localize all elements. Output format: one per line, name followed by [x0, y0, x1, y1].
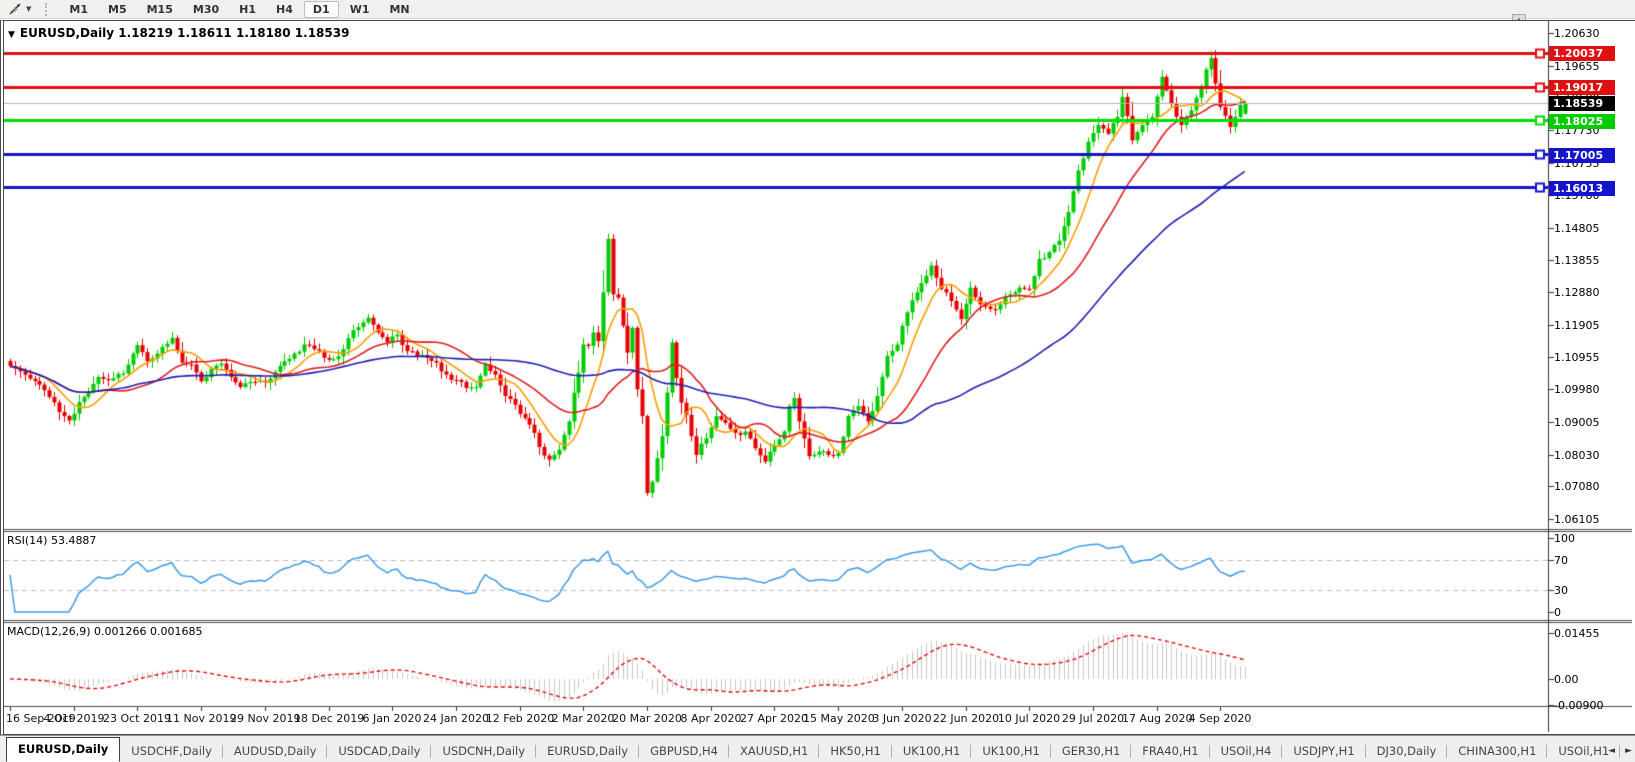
date-tick-label: 20 Mar 2020: [612, 712, 682, 725]
date-tick-label: 6 Jan 2020: [362, 712, 422, 725]
chart-tab[interactable]: GBPUSD,H4: [639, 741, 729, 762]
timeframe-button-m1[interactable]: M1: [69, 2, 88, 16]
price-tick-label: 1.13855: [1554, 253, 1600, 267]
date-tick-label: 24 Jan 2020: [423, 712, 489, 725]
timeframe-button-m15[interactable]: M15: [146, 2, 173, 16]
chart-tab[interactable]: USDCNH,Daily: [431, 741, 536, 762]
price-tick-label: 1.06105: [1554, 513, 1600, 526]
toolbar-separator: [45, 2, 51, 16]
date-tick-label: 3 Jun 2020: [872, 712, 932, 725]
date-tick-label: 2 Mar 2020: [551, 712, 615, 725]
timeframe-button-h1[interactable]: H1: [239, 2, 257, 16]
macd-indicator-label: MACD(12,26,9) 0.001266 0.001685: [7, 625, 203, 638]
chart-tab[interactable]: XAUUSD,H1: [729, 741, 820, 762]
crosshair-icon: [9, 3, 21, 14]
macd-tick-label: 0.00: [1554, 673, 1579, 686]
date-tick-label: 4 Sep 2020: [1188, 712, 1252, 725]
chart-tab[interactable]: HK50,H1: [819, 741, 893, 762]
price-tick-label: 1.12880: [1554, 286, 1600, 300]
chart-title: ▼ EURUSD,Daily 1.18219 1.18611 1.18180 1.…: [8, 26, 349, 40]
chart-tab[interactable]: FRA40,H1: [1131, 741, 1210, 762]
rsi-tick-label: 30: [1554, 583, 1568, 597]
date-tick-label: 15 May 2020: [803, 712, 875, 725]
price-level-tag: 1.18025: [1549, 114, 1615, 129]
date-tick-label: 27 Apr 2020: [739, 712, 808, 725]
timeframe-button-w1[interactable]: W1: [349, 2, 370, 16]
chart-tab[interactable]: UK100,H1: [892, 741, 972, 762]
tab-scroll-right-icon[interactable]: ►: [1625, 746, 1632, 756]
chart-tab[interactable]: UK100,H1: [971, 741, 1051, 762]
date-tick-label: 23 Oct 2019: [102, 712, 171, 725]
rsi-tick-label: 70: [1554, 554, 1568, 568]
chart-tab[interactable]: USDCHF,Daily: [120, 741, 223, 762]
timeframe-button-h4[interactable]: H4: [276, 2, 293, 16]
time-axis[interactable]: 16 Sep 2019 4 Oct 2019 23 Oct 2019 11 Nov 2…: [4, 687, 1548, 733]
chart-title-text: EURUSD,Daily 1.18219 1.18611 1.18180 1.1…: [19, 26, 350, 40]
rsi-tick-label: 0: [1554, 606, 1561, 619]
price-tick-label: 1.10955: [1554, 350, 1600, 364]
date-tick-label: 10 Jul 2020: [997, 712, 1061, 725]
timeframe-toolbar: ▼ M1 M5 M15 M30 H1 H4 D1 W1 MN: [0, 0, 1635, 19]
price-tick-label: 1.07080: [1554, 480, 1600, 494]
date-tick-label: 11 Nov 2019: [166, 712, 237, 725]
date-tick-label: 8 Apr 2020: [680, 712, 742, 725]
date-tick-label: 29 Nov 2019: [230, 712, 301, 725]
price-tick-label: 1.08030: [1554, 448, 1600, 462]
price-tick-label: 1.11905: [1554, 318, 1600, 332]
date-tick-label: 12 Feb 2020: [485, 712, 555, 725]
price-level-tag: 1.17005: [1549, 148, 1615, 163]
date-tick-label: 16 Sep 2019: [6, 712, 76, 725]
macd-tick-label: -0.00900: [1554, 699, 1604, 712]
timeframe-button-d1[interactable]: D1: [303, 0, 339, 18]
cursor-tool-button[interactable]: ▼: [4, 2, 35, 17]
chart-tab[interactable]: EURUSD,Daily: [536, 741, 640, 762]
price-level-tag: 1.20037: [1549, 46, 1615, 61]
chart-tab[interactable]: DJ30,Daily: [1366, 741, 1448, 762]
date-tick-label: 29 Jul 2020: [1061, 712, 1125, 725]
chart-window: ▼ EURUSD,Daily 1.18219 1.18611 1.18180 1.…: [0, 20, 1635, 735]
price-tick-label: 1.09980: [1554, 383, 1600, 397]
chart-tab-bar: EURUSD,Daily USDCHF,Daily AUDUSD,Daily USDC…: [0, 735, 1635, 762]
date-tick-label: 17 Aug 2020: [1122, 712, 1193, 725]
price-tick-label: 1.14805: [1554, 221, 1600, 235]
price-level-tag: 1.16013: [1549, 181, 1615, 196]
price-tick-label: 1.09005: [1554, 415, 1600, 429]
price-tick-label: 1.20630: [1554, 27, 1600, 40]
chart-tab[interactable]: CHINA300,H1: [1447, 741, 1548, 762]
chart-tab[interactable]: EURUSD,Daily: [6, 737, 121, 762]
collapse-arrow-icon[interactable]: ▼: [8, 30, 15, 40]
rsi-indicator-label: RSI(14) 53.4887: [7, 534, 97, 547]
date-tick-label: 4 Oct 2019: [43, 712, 105, 725]
chart-tab[interactable]: AUDUSD,Daily: [223, 741, 328, 762]
timeframe-button-mn[interactable]: MN: [389, 2, 410, 16]
rsi-tick-label: 100: [1554, 532, 1575, 545]
chart-tab[interactable]: USOil,H4: [1210, 741, 1283, 762]
chart-tab[interactable]: USDJPY,H1: [1282, 741, 1366, 762]
price-level-tag: 1.19017: [1549, 80, 1615, 95]
dropdown-arrow-icon[interactable]: ▼: [26, 5, 32, 13]
chart-canvas[interactable]: [4, 21, 1632, 732]
macd-tick-label: 0.01455: [1554, 627, 1600, 640]
chart-tab[interactable]: USDCAD,Daily: [327, 741, 432, 762]
current-price-tag: 1.18539: [1549, 96, 1615, 111]
chart-tab[interactable]: USOil,H1: [1547, 741, 1620, 762]
timeframe-button-m5[interactable]: M5: [108, 2, 127, 16]
chart-tab[interactable]: GER30,H1: [1051, 741, 1132, 762]
date-tick-label: 22 Jun 2020: [932, 712, 1000, 725]
date-tick-label: 18 Dec 2019: [294, 712, 365, 725]
tab-scroll-left-icon[interactable]: ◄: [1608, 746, 1616, 756]
price-tick-label: 1.19655: [1554, 59, 1600, 73]
timeframe-button-m30[interactable]: M30: [192, 2, 220, 16]
